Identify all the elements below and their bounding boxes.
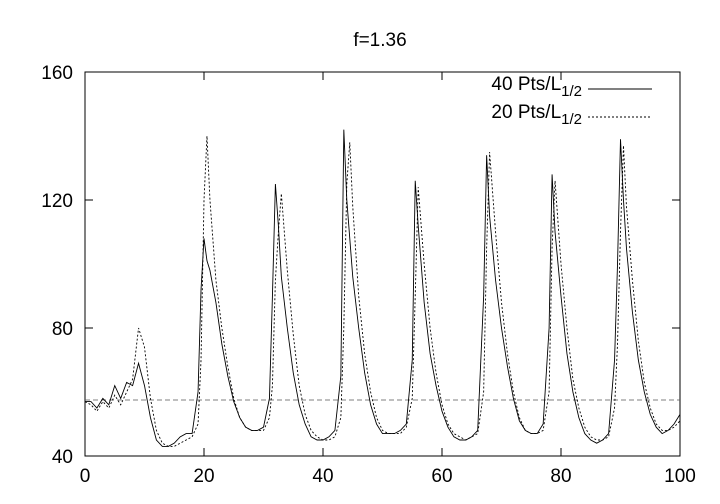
legend-text: 20 Pts/L bbox=[491, 102, 561, 123]
series-line bbox=[84, 135, 681, 447]
legend-label: 20 Pts/L1/2 bbox=[491, 102, 582, 128]
legend-label: 40 Pts/L1/2 bbox=[491, 74, 582, 100]
x-tick-label: 80 bbox=[550, 466, 571, 487]
legend: 40 Pts/L1/2 20 Pts/L1/2 bbox=[491, 74, 582, 128]
chart-title: f=1.36 bbox=[353, 30, 406, 51]
x-tick-label: 100 bbox=[664, 466, 696, 487]
x-tick-label: 0 bbox=[80, 466, 91, 487]
x-tick-label: 20 bbox=[193, 466, 214, 487]
plot-frame bbox=[84, 71, 681, 457]
y-tick-label: 40 bbox=[52, 447, 73, 468]
y-tick-label: 160 bbox=[41, 63, 73, 84]
y-tick-label: 120 bbox=[41, 191, 73, 212]
x-tick-label: 60 bbox=[431, 466, 452, 487]
legend-subscript: 1/2 bbox=[561, 83, 582, 100]
legend-text: 40 Pts/L bbox=[491, 74, 561, 95]
x-tick-label: 40 bbox=[312, 466, 333, 487]
y-tick-label: 80 bbox=[52, 319, 73, 340]
series-line bbox=[85, 129, 681, 447]
legend-subscript: 1/2 bbox=[561, 111, 582, 128]
